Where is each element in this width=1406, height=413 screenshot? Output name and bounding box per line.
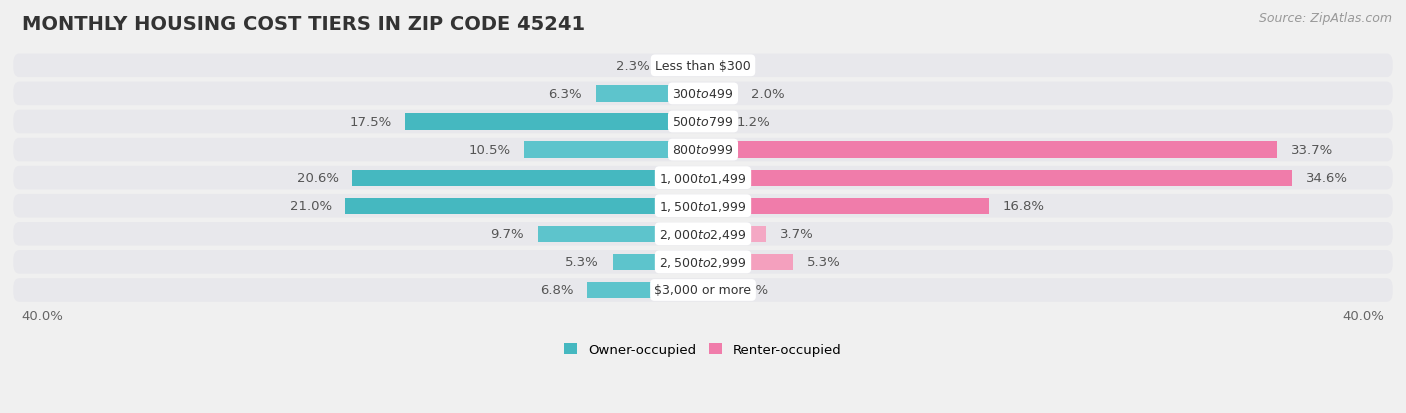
Bar [703, 282, 713, 298]
Bar [703, 198, 988, 214]
Text: $2,000 to $2,499: $2,000 to $2,499 [659, 227, 747, 241]
Text: 33.7%: 33.7% [1291, 144, 1333, 157]
Text: $500 to $799: $500 to $799 [672, 116, 734, 129]
Text: 6.8%: 6.8% [540, 284, 574, 297]
Text: 16.8%: 16.8% [1002, 200, 1045, 213]
Bar [538, 226, 703, 242]
Bar [703, 114, 724, 131]
Text: $300 to $499: $300 to $499 [672, 88, 734, 101]
Text: 34.6%: 34.6% [1306, 172, 1348, 185]
FancyBboxPatch shape [13, 138, 1393, 162]
Bar [703, 170, 1292, 186]
FancyBboxPatch shape [13, 251, 1393, 274]
Text: 40.0%: 40.0% [22, 309, 63, 322]
Text: $800 to $999: $800 to $999 [672, 144, 734, 157]
FancyBboxPatch shape [13, 195, 1393, 218]
FancyBboxPatch shape [13, 110, 1393, 134]
Text: $1,000 to $1,499: $1,000 to $1,499 [659, 171, 747, 185]
Bar [664, 58, 703, 74]
Text: 0.0%: 0.0% [717, 60, 751, 73]
Text: 3.7%: 3.7% [780, 228, 814, 241]
FancyBboxPatch shape [13, 223, 1393, 246]
Bar [703, 86, 737, 102]
Text: Less than $300: Less than $300 [655, 60, 751, 73]
Text: 6.3%: 6.3% [548, 88, 582, 101]
FancyBboxPatch shape [13, 278, 1393, 302]
FancyBboxPatch shape [13, 83, 1393, 106]
Bar [703, 142, 1277, 158]
Text: MONTHLY HOUSING COST TIERS IN ZIP CODE 45241: MONTHLY HOUSING COST TIERS IN ZIP CODE 4… [22, 15, 585, 34]
Bar [346, 198, 703, 214]
Text: 9.7%: 9.7% [491, 228, 524, 241]
Text: $1,500 to $1,999: $1,500 to $1,999 [659, 199, 747, 213]
Bar [524, 142, 703, 158]
Bar [613, 254, 703, 271]
Text: $3,000 or more: $3,000 or more [655, 284, 751, 297]
Text: 21.0%: 21.0% [290, 200, 332, 213]
Bar [588, 282, 703, 298]
Text: 2.3%: 2.3% [616, 60, 650, 73]
Text: 5.3%: 5.3% [807, 256, 841, 269]
Text: 10.5%: 10.5% [468, 144, 510, 157]
Text: 2.0%: 2.0% [751, 88, 785, 101]
Text: 17.5%: 17.5% [349, 116, 391, 129]
Bar [596, 86, 703, 102]
Bar [352, 170, 703, 186]
Text: 1.2%: 1.2% [737, 116, 770, 129]
Text: 40.0%: 40.0% [1343, 309, 1384, 322]
Text: $2,500 to $2,999: $2,500 to $2,999 [659, 255, 747, 269]
FancyBboxPatch shape [13, 55, 1393, 78]
Text: 0.55%: 0.55% [725, 284, 768, 297]
Bar [703, 254, 793, 271]
Text: 5.3%: 5.3% [565, 256, 599, 269]
Legend: Owner-occupied, Renter-occupied: Owner-occupied, Renter-occupied [560, 338, 846, 361]
Text: Source: ZipAtlas.com: Source: ZipAtlas.com [1258, 12, 1392, 25]
Text: 20.6%: 20.6% [297, 172, 339, 185]
FancyBboxPatch shape [13, 166, 1393, 190]
Bar [405, 114, 703, 131]
Bar [703, 226, 766, 242]
